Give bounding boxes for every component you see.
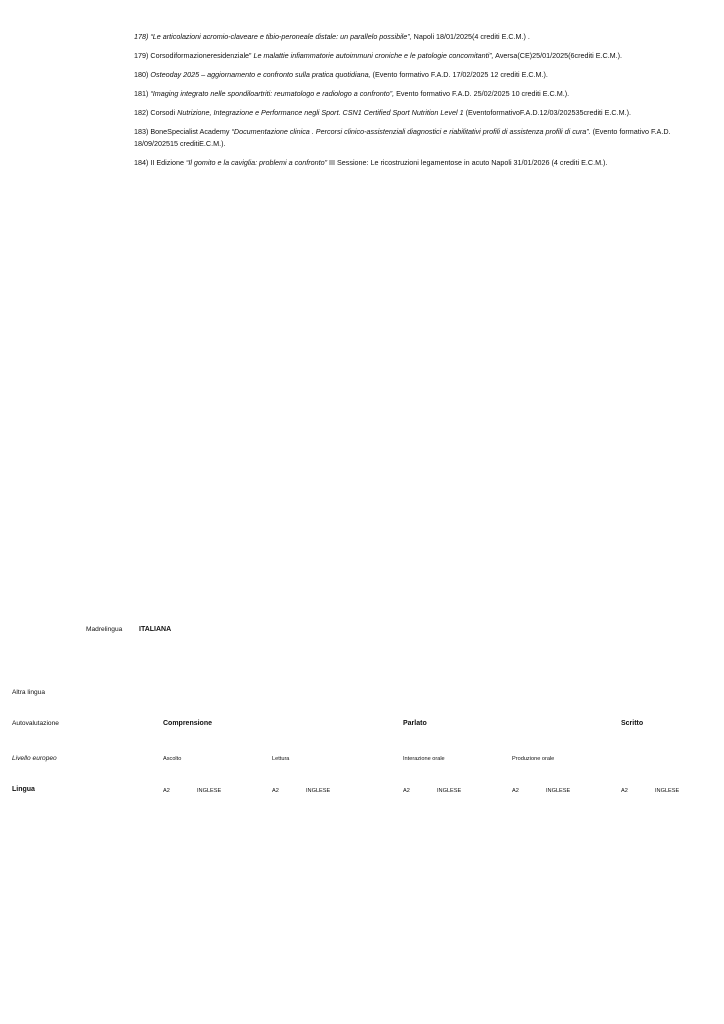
scritto-heading: Scritto — [621, 720, 644, 727]
course-text: 182) Corsodi — [134, 108, 178, 117]
language-cell: INGLESE — [306, 788, 331, 794]
level-cell: A2 — [163, 788, 170, 794]
level-cell: A2 — [272, 788, 279, 794]
other-language-label: Altra lingua — [12, 689, 45, 696]
course-entry: 183) BoneSpecialist Academy “Documentazi… — [134, 126, 714, 150]
subhead-produzione: Produzione orale — [512, 756, 555, 762]
course-text: (Evento formativo F.A.D. 18/09/202515 cr… — [134, 127, 671, 148]
course-entry: 178) “Le articolazioni acromio-claveare … — [134, 31, 714, 43]
language-cell: INGLESE — [655, 788, 680, 794]
course-text: 183) BoneSpecialist Academy — [134, 127, 232, 136]
course-title: Nutrizione, Integrazione e Performance n… — [177, 108, 464, 117]
mother-tongue-value: ITALIANA — [139, 626, 172, 633]
course-text: 184) II Edizione — [134, 158, 186, 167]
course-text: (Evento formativo F.A.D. 17/02/2025 12 c… — [370, 70, 548, 79]
course-text: III Sessione: Le ricostruzioni legamento… — [326, 158, 608, 167]
subhead-ascolto: Ascolto — [163, 756, 182, 762]
language-cell: INGLESE — [437, 788, 462, 794]
parlato-heading: Parlato — [403, 720, 427, 727]
level-cell: A2 — [512, 788, 519, 794]
self-assessment-label: Autovalutazione — [12, 720, 59, 727]
course-title: “Documentazione clinica . Percorsi clini… — [231, 127, 591, 136]
course-title: 178) “Le articolazioni acromio-claveare … — [134, 32, 412, 41]
course-entry: 179) Corsodiformazioneresidenziale” Le m… — [134, 50, 714, 62]
course-text: Napoli 18/01/2025(4 crediti E.C.M.) . — [411, 32, 530, 41]
course-text: (EventoformativoF.A.D.12/03/202535credit… — [463, 108, 631, 117]
mother-tongue-label: Madrelingua — [86, 626, 123, 633]
course-entry: 180) Osteoday 2025 – aggiornamento e con… — [134, 69, 714, 81]
language-cell: INGLESE — [546, 788, 571, 794]
course-title: “Il gomito e la caviglia: problemi a con… — [185, 158, 327, 167]
course-title: “Imaging integrato nelle spondiloartriti… — [150, 89, 395, 98]
course-text: Evento formativo F.A.D. 25/02/2025 10 cr… — [394, 89, 570, 98]
comprensione-heading: Comprensione — [163, 720, 213, 727]
course-entry: 184) II Edizione “Il gomito e la cavigli… — [134, 157, 714, 169]
course-title: Le malattie infiammatorie autoimmuni cro… — [253, 51, 494, 60]
course-text: 180) — [134, 70, 151, 79]
language-row-label: Lingua — [12, 786, 35, 793]
course-text: 179) Corsodiformazioneresidenziale” — [134, 51, 254, 60]
level-cell: A2 — [403, 788, 410, 794]
language-cell: INGLESE — [197, 788, 222, 794]
subhead-lettura: Lettura — [272, 756, 290, 762]
course-title: Osteoday 2025 – aggiornamento e confront… — [150, 70, 371, 79]
european-level-label: Livello europeo — [12, 755, 57, 762]
subhead-interazione: Interazione orale — [403, 756, 445, 762]
course-entry: 181) “Imaging integrato nelle spondiloar… — [134, 88, 714, 100]
course-text: Aversa(CE)25/01/2025(6crediti E.C.M.). — [493, 51, 623, 60]
course-text: 181) — [134, 89, 151, 98]
course-entry: 182) Corsodi Nutrizione, Integrazione e … — [134, 107, 714, 119]
level-cell: A2 — [621, 788, 628, 794]
